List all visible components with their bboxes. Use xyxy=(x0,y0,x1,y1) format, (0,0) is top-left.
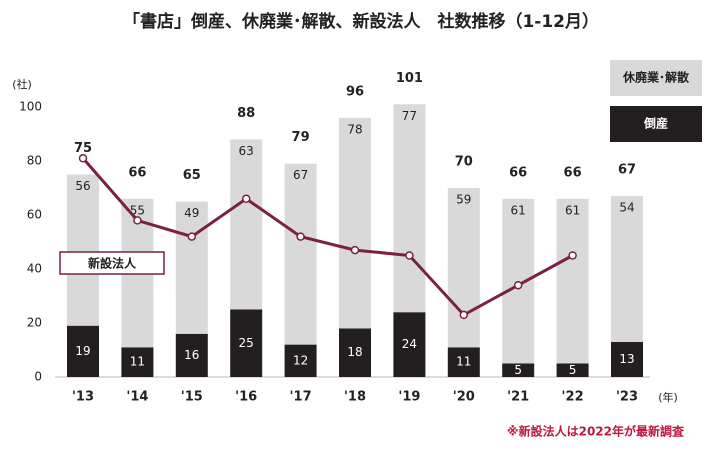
line-marker xyxy=(296,232,305,241)
legend-label: 倒産 xyxy=(643,116,668,131)
total-label: 75 xyxy=(74,141,92,156)
line-marker xyxy=(459,310,469,320)
bar-segment xyxy=(175,333,208,377)
x-tick-label: '22 xyxy=(562,390,584,405)
bar-segment xyxy=(339,328,371,377)
line-marker xyxy=(187,232,197,241)
total-label: 66 xyxy=(128,165,146,180)
value-label: 25 xyxy=(239,336,254,350)
total-label: 96 xyxy=(346,84,364,99)
x-tick-label: '21 xyxy=(507,390,529,405)
value-label: 78 xyxy=(347,122,362,136)
line-marker xyxy=(568,251,577,260)
value-label: 5 xyxy=(514,363,522,377)
bar-segment xyxy=(284,163,317,345)
line-marker xyxy=(350,245,360,255)
value-label: 24 xyxy=(402,337,417,351)
bar-segment xyxy=(67,325,99,377)
bar-segment xyxy=(175,201,208,334)
y-tick-label: 20 xyxy=(27,316,42,330)
line xyxy=(81,157,574,317)
total-label: 101 xyxy=(396,71,423,86)
line-marker xyxy=(513,280,523,290)
value-label: 11 xyxy=(456,355,471,369)
bar-segment xyxy=(339,117,371,329)
value-label: 11 xyxy=(130,355,145,369)
value-label: 18 xyxy=(347,345,362,359)
x-unit: (年) xyxy=(658,390,678,404)
bar-segment xyxy=(67,174,99,326)
legend-swatch xyxy=(610,106,702,142)
footnote: ※新設法人は2022年が最新調査 xyxy=(507,424,685,439)
x-tick-label: '16 xyxy=(235,390,257,405)
x-tick-label: '20 xyxy=(453,390,475,405)
x-tick-label: '23 xyxy=(616,390,638,405)
value-label: 19 xyxy=(75,344,90,358)
bar-segment xyxy=(393,312,426,377)
line-marker xyxy=(405,251,414,260)
bar-segment xyxy=(502,363,535,377)
bar-segment xyxy=(121,347,154,377)
bar-segment xyxy=(230,309,263,377)
line-marker xyxy=(241,194,251,204)
total-label: 65 xyxy=(183,168,201,183)
total-label: 67 xyxy=(618,163,636,178)
value-label: 59 xyxy=(456,193,471,207)
bar-segment xyxy=(230,139,263,310)
total-label: 70 xyxy=(455,155,473,170)
y-tick-label: 100 xyxy=(19,100,42,114)
bar-segment xyxy=(556,198,589,364)
value-label: 61 xyxy=(511,203,526,217)
chart-title: 「書店」倒産、休廃業･解散、新設法人 社数推移（1-12月） xyxy=(123,11,599,32)
total-label: 88 xyxy=(237,106,255,121)
x-tick-label: '17 xyxy=(290,390,312,405)
line-marker xyxy=(133,216,142,225)
value-label: 61 xyxy=(565,203,580,217)
bar-segment xyxy=(393,104,426,313)
x-tick-label: '15 xyxy=(181,390,203,405)
legend-box xyxy=(59,251,165,275)
value-label: 77 xyxy=(402,109,417,123)
y-tick-label: 80 xyxy=(27,154,42,168)
value-label: 49 xyxy=(184,206,199,220)
value-label: 54 xyxy=(619,201,634,215)
legend-label: 新設法人 xyxy=(88,256,137,271)
x-tick-label: '19 xyxy=(398,390,420,405)
bar-segment xyxy=(556,363,589,377)
value-label: 12 xyxy=(293,353,308,367)
total-label: 66 xyxy=(509,165,527,180)
value-label: 13 xyxy=(619,352,634,366)
total-label: 79 xyxy=(292,130,310,145)
x-tick-label: '13 xyxy=(72,390,94,405)
bar-segment xyxy=(447,347,480,377)
value-label: 63 xyxy=(239,144,254,158)
value-label: 16 xyxy=(184,348,199,362)
bar-segment xyxy=(447,188,480,348)
legend-swatch xyxy=(610,60,702,96)
value-label: 67 xyxy=(293,168,308,182)
y-unit: (社) xyxy=(12,77,32,91)
legend-label: 休廃業･解散 xyxy=(622,70,690,85)
y-tick-label: 0 xyxy=(34,370,42,384)
bar-segment xyxy=(611,196,643,342)
total-label: 66 xyxy=(564,165,582,180)
line-marker xyxy=(78,154,88,163)
value-label: 5 xyxy=(569,363,577,377)
x-tick-label: '14 xyxy=(126,390,148,405)
y-tick-label: 40 xyxy=(27,262,42,276)
bar-segment xyxy=(611,341,643,377)
value-label: 56 xyxy=(75,179,90,193)
y-tick-label: 60 xyxy=(27,208,42,222)
x-tick-label: '18 xyxy=(344,390,366,405)
bar-segment xyxy=(284,344,317,377)
